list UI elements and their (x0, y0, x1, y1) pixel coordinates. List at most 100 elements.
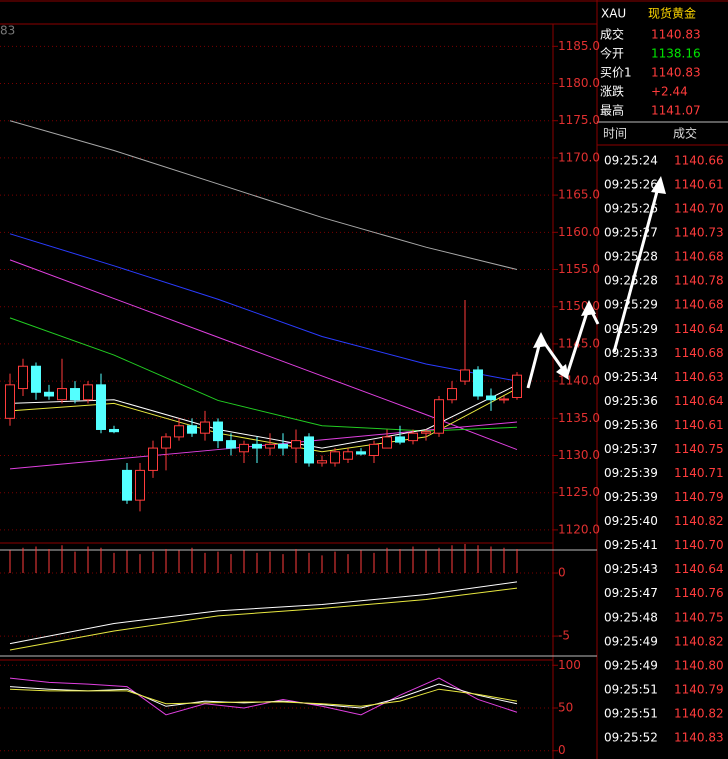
trade-time: 09:25:49 (604, 658, 658, 672)
y-tick-label: 1140.0 (558, 374, 600, 388)
y-tick-label: 1120.0 (558, 522, 600, 536)
trade-price: 1140.78 (674, 274, 724, 288)
trade-time: 09:25:51 (604, 706, 658, 720)
trade-price: 1140.82 (674, 706, 724, 720)
candle-body (135, 469, 145, 501)
candle-body (317, 460, 327, 464)
trade-price: 1140.61 (674, 178, 724, 192)
trade-price: 1140.75 (674, 442, 724, 456)
quote-label: 最高 (600, 103, 624, 118)
candle-body (343, 451, 353, 460)
candle-body (265, 443, 275, 449)
candle-body (174, 425, 184, 438)
y-tick-label: 100 (558, 658, 581, 672)
trade-time: 09:25:27 (604, 226, 658, 240)
trade-price: 1140.63 (674, 370, 724, 384)
candle-body (330, 451, 340, 464)
trade-time: 09:25:29 (604, 298, 658, 312)
trade-time: 09:25:33 (604, 346, 658, 360)
quote-label: 涨跌 (600, 84, 624, 99)
y-tick-label: 1155.0 (558, 262, 600, 276)
trade-time: 09:25:36 (604, 418, 658, 432)
quote-label: 买价1 (600, 66, 632, 80)
trade-price: 1140.68 (674, 346, 724, 360)
quote-label: 今开 (600, 46, 624, 61)
trade-price: 1140.82 (674, 514, 724, 528)
candle-body (473, 369, 483, 397)
candle-body (408, 432, 418, 442)
candle-body (382, 436, 392, 449)
trade-time: 09:25:34 (604, 370, 658, 384)
y-tick-label: 1165.0 (558, 188, 600, 202)
trades-header: 时间 (603, 127, 627, 141)
trade-time: 09:25:29 (604, 322, 658, 336)
indicator-line (9, 233, 518, 382)
y-tick-label: 1130.0 (558, 448, 600, 462)
candle-body (486, 395, 496, 401)
candle-body (369, 443, 379, 457)
trade-time: 09:25:43 (604, 562, 658, 576)
candle-body (447, 388, 457, 401)
trade-time: 09:25:48 (604, 610, 658, 624)
trade-time: 09:25:52 (604, 730, 658, 744)
y-tick-label: 0 (558, 743, 566, 757)
y-tick-label: 50 (558, 701, 573, 715)
candle-body (460, 369, 470, 382)
candle-body (187, 425, 197, 434)
candle-body (434, 399, 444, 434)
trade-time: 09:25:26 (604, 178, 658, 192)
candle-body (395, 436, 405, 443)
quote-value: 1140.83 (651, 66, 701, 80)
trade-time: 09:25:39 (604, 466, 658, 480)
trade-time: 09:25:24 (604, 154, 658, 168)
symbol: XAU (601, 7, 626, 21)
candle-body (18, 365, 28, 390)
trade-time: 09:25:26 (604, 202, 658, 216)
indicator-line (9, 120, 518, 271)
candle-body (200, 421, 210, 434)
candle-body (278, 443, 288, 449)
trade-price: 1140.70 (674, 202, 724, 216)
quote-value: 1140.83 (651, 28, 701, 42)
trade-time: 09:25:37 (604, 442, 658, 456)
y-tick-label: 1145.0 (558, 336, 600, 350)
y-tick-label: 0 (558, 566, 566, 580)
candle-body (44, 391, 54, 397)
trade-time: 09:25:39 (604, 490, 658, 504)
candle-body (31, 365, 41, 393)
candle-body (83, 384, 93, 401)
indicator-line (9, 688, 518, 707)
quote-value: +2.44 (651, 85, 688, 99)
candle-body (213, 421, 223, 442)
annotation-arrows (526, 176, 666, 389)
trade-price: 1140.64 (674, 394, 724, 408)
indicator-line (9, 581, 518, 645)
indicator-line (9, 587, 518, 651)
trade-price: 1140.64 (674, 322, 724, 336)
candle-body (122, 469, 132, 501)
candle-body (148, 447, 158, 471)
candle-body (304, 436, 314, 464)
symbol-name: 现货黄金 (648, 6, 696, 21)
candle-body (5, 384, 15, 419)
y-tick-label: 1125.0 (558, 485, 600, 499)
candle-body (70, 388, 80, 401)
y-tick-label: 1175.0 (558, 113, 600, 127)
trade-price: 1140.68 (674, 250, 724, 264)
trade-time: 09:25:28 (604, 274, 658, 288)
trade-time: 09:25:41 (604, 538, 658, 552)
indicator-line (9, 677, 518, 716)
trade-price: 1140.68 (674, 298, 724, 312)
y-tick-label: 1160.0 (558, 225, 600, 239)
trade-price: 1140.64 (674, 562, 724, 576)
candle-body (421, 431, 431, 434)
quote-label: 成交 (600, 27, 624, 42)
y-tick-label: -5 (558, 629, 570, 643)
y-tick-label: 1135.0 (558, 411, 600, 425)
candle-body (109, 428, 119, 433)
trade-time: 09:25:47 (604, 586, 658, 600)
trades-header: 成交 (673, 126, 697, 141)
y-tick-label: 1170.0 (558, 150, 600, 164)
